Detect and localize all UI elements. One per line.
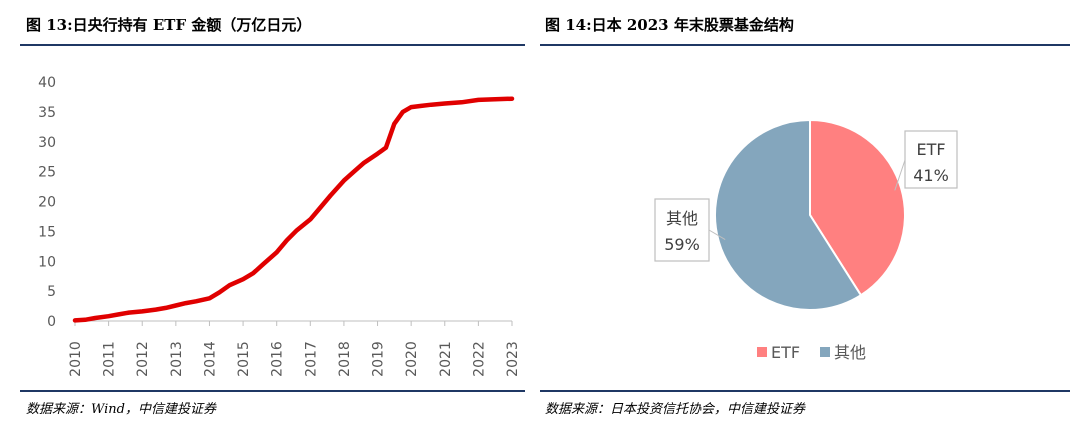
y-tick-label: 5 xyxy=(47,284,56,300)
x-tick-label: 2016 xyxy=(270,341,286,377)
x-tick-label: 2020 xyxy=(404,341,420,377)
x-tick-label: 2018 xyxy=(337,341,353,377)
x-tick-label: 2011 xyxy=(102,341,118,377)
x-tick-label: 2023 xyxy=(505,341,521,377)
x-tick-label: 2014 xyxy=(202,341,218,377)
figure-14-source: 数据来源：日本投资信托协会，中信建投证券 xyxy=(545,402,806,417)
x-axis-tick-labels: 2010 2011 2012 2013 2014 2015 2016 2017 2018 2019… xyxy=(68,341,521,377)
top-rule-left xyxy=(20,44,525,46)
legend-label-other: 其他 xyxy=(834,343,866,362)
figure-14-title: 图 14:日本 2023 年末股票基金结构 xyxy=(545,16,794,34)
y-tick-label: 35 xyxy=(38,105,56,121)
x-tick-label: 2010 xyxy=(68,341,84,377)
x-tick-label: 2015 xyxy=(236,341,252,377)
pie-slice-other xyxy=(714,118,863,311)
pie-legend: ETF 其他 xyxy=(757,343,866,362)
y-tick-label: 30 xyxy=(38,135,56,151)
x-tick-label: 2013 xyxy=(169,341,185,377)
legend-label-etf: ETF xyxy=(771,343,800,362)
y-tick-label: 40 xyxy=(38,75,56,91)
figure-13-title: 图 13:日央行持有 ETF 金额（万亿日元） xyxy=(26,16,312,34)
etf-leader-line xyxy=(894,159,906,191)
other-callout-box xyxy=(654,198,710,262)
other-callout-label: 其他 xyxy=(666,209,698,228)
top-rule-right xyxy=(540,44,1070,46)
y-tick-label: 20 xyxy=(38,195,56,211)
x-axis-ticks xyxy=(74,321,513,326)
other-leader-line xyxy=(708,229,726,241)
y-tick-label: 0 xyxy=(47,314,56,330)
y-tick-label: 15 xyxy=(38,224,56,240)
x-tick-label: 2022 xyxy=(471,341,487,377)
x-tick-label: 2019 xyxy=(371,341,387,377)
y-axis-tick-labels: 0 5 10 15 20 25 30 35 40 xyxy=(38,75,56,330)
bottom-rule-right xyxy=(540,390,1070,392)
etf-callout-box xyxy=(904,130,958,189)
etf-callout-label: ETF xyxy=(916,140,945,159)
etf-holdings-series-line xyxy=(72,96,515,323)
figure-13-source: 数据来源：Wind，中信建投证券 xyxy=(26,402,216,417)
other-callout-value: 59% xyxy=(664,235,700,254)
bottom-rule-left xyxy=(20,390,525,392)
y-tick-label: 25 xyxy=(38,165,56,181)
legend-swatch-other xyxy=(820,347,830,357)
legend-swatch-etf xyxy=(757,347,767,357)
etf-callout-value: 41% xyxy=(913,166,949,185)
x-tick-label: 2017 xyxy=(303,341,319,377)
fund-structure-pie-chart: ETF 41% 其他 59% ETF 其他 xyxy=(654,118,958,362)
x-tick-label: 2012 xyxy=(135,341,151,377)
y-tick-label: 10 xyxy=(38,254,56,270)
x-tick-label: 2021 xyxy=(438,341,454,377)
